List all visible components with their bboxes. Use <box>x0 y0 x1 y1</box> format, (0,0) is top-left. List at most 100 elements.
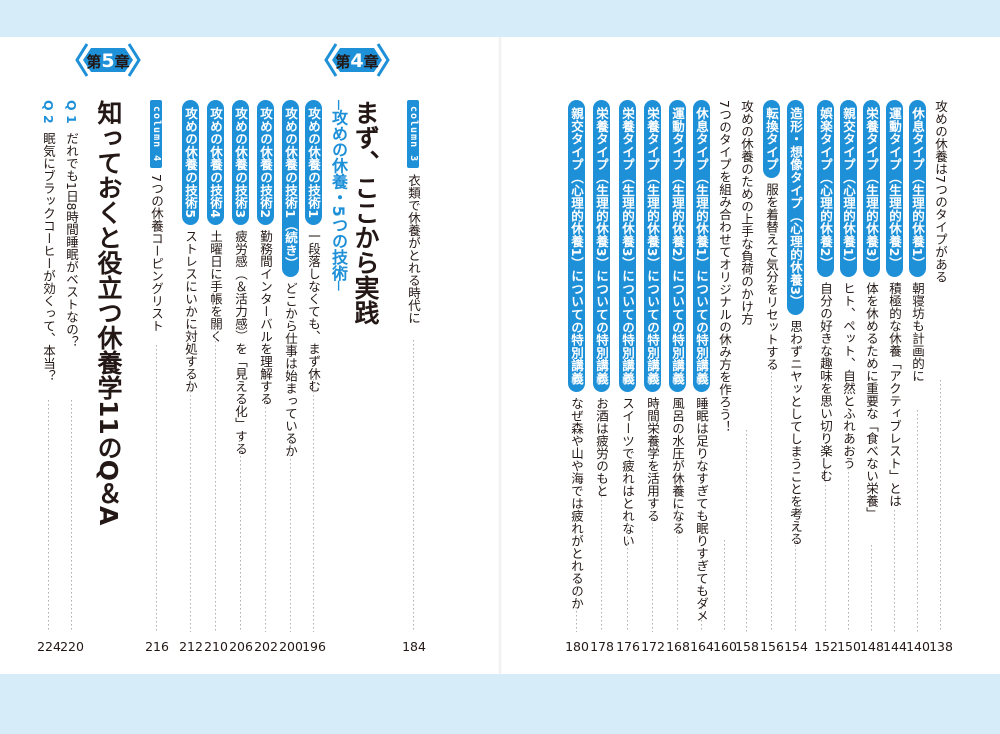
toc-entry-text: どこから仕事は始まっているか <box>283 281 298 457</box>
technique-badge: 攻めの休養の技術1（続き） <box>282 100 299 277</box>
type-badge: 親交タイプ（心理的休養1）についての特別講義 <box>568 100 585 392</box>
toc-entry-text: 時間栄養学を活用する <box>645 396 660 522</box>
toc-entry-text: 7つのタイプを組み合わせてオリジナルの休み方を作ろう！ <box>717 100 732 433</box>
toc-entry-text: 攻めの休養は7つのタイプがある <box>933 100 948 283</box>
question-number: Q 2 <box>41 100 56 124</box>
page-number: 150 <box>837 639 861 654</box>
page-number: 148 <box>860 639 884 654</box>
bottom-band <box>0 674 1000 734</box>
column-entry: column 4 7つの休養コーピングリスト <box>148 100 165 332</box>
book-gutter <box>498 37 502 674</box>
leader-dots <box>825 465 826 632</box>
leader-dots <box>313 375 314 632</box>
page-number: 164 <box>690 639 714 654</box>
chapter-5-label: 第5章 <box>73 40 143 80</box>
column-entry: column 3 衣類で休養がとれる時代に <box>405 100 422 324</box>
toc-entry-text: スイーツで疲れはとれない <box>620 396 635 547</box>
leader-dots <box>601 480 602 632</box>
toc-entry-text: ヒト、ペット、自然とふれあおう <box>841 281 856 470</box>
type-badge: 運動タイプ（生理的休養2）についての特別講義 <box>669 100 686 392</box>
toc-entry-text: 思わずニヤッとしてしまうことを考える <box>788 320 803 545</box>
chapter-ribbon-icon <box>324 43 390 77</box>
page-number: 184 <box>402 639 426 654</box>
page-number: 158 <box>735 639 759 654</box>
type-badge: 栄養タイプ（生理的休養3）についての特別講義 <box>619 100 636 392</box>
page-number: 178 <box>590 639 614 654</box>
type-badge: 転換タイプ <box>763 100 780 178</box>
toc-entry-text: 勤務間インターバルを理解する <box>258 230 273 406</box>
toc-entry: 栄養タイプ（生理的休養3）についての特別講義時間栄養学を活用する <box>644 100 661 522</box>
column-entry-text: 衣類で休養がとれる時代に <box>406 174 421 325</box>
page-number: 144 <box>883 639 907 654</box>
leader-dots <box>240 440 241 632</box>
page-number: 154 <box>784 639 808 654</box>
chapter-title: まず、ここから実践 <box>351 100 380 325</box>
page-number: 172 <box>641 639 665 654</box>
page-number: 140 <box>906 639 930 654</box>
leader-dots <box>746 430 747 632</box>
toc-entry: 攻めの休養の技術5 ストレスにいかに対処するか <box>182 100 199 393</box>
page-number: 210 <box>204 639 228 654</box>
type-badge: 休息タイプ（生理的休養1） <box>909 100 926 277</box>
toc-entry: 運動タイプ（生理的休養2）についての特別講義風呂の水圧が休養になる <box>669 100 686 534</box>
leader-dots <box>940 380 941 632</box>
question-text: だれでも1日8時間睡眠がベストなの？ <box>64 131 79 348</box>
type-badge: 運動タイプ（生理的休養2） <box>886 100 903 277</box>
toc-entry: 攻めの休養は7つのタイプがある <box>932 100 949 283</box>
toc-entry-text: 朝寝坊も計画的に <box>910 281 925 382</box>
toc-entry-text: 睡眠は足りなすぎても眠りすぎてもダメ <box>694 396 709 622</box>
page-number: 138 <box>929 639 953 654</box>
leader-dots <box>701 600 702 632</box>
leader-dots <box>894 510 895 632</box>
page-number: 168 <box>666 639 690 654</box>
chapter-number: 第4章 <box>335 50 379 72</box>
toc-entry: 休息タイプ（生理的休養1） 朝寝坊も計画的に <box>909 100 926 382</box>
toc-entry-text: 自分の好きな趣味を思い切り楽しむ <box>818 281 833 482</box>
toc-entry-text: 疲労感（＆活力感）を「見える化」する <box>233 230 248 456</box>
column-entry-text: 7つの休養コーピングリスト <box>149 174 164 333</box>
type-badge: 栄養タイプ（生理的休養3）についての特別講義 <box>593 100 610 392</box>
toc-entry-text: 風呂の水圧が休養になる <box>670 396 685 535</box>
page-number: 216 <box>145 639 169 654</box>
leader-dots <box>627 520 628 632</box>
leader-dots <box>156 345 157 632</box>
toc-entry: 攻めの休養の技術4 土曜日に手帳を開く <box>207 100 224 343</box>
toc-entry-text: ストレスにいかに対処するか <box>183 230 198 393</box>
toc-entry: 攻めの休養の技術3 疲労感（＆活力感）を「見える化」する <box>232 100 249 455</box>
leader-dots <box>576 575 577 632</box>
leader-dots <box>190 375 191 632</box>
type-badge: 親交タイプ（心理的休養1） <box>840 100 857 277</box>
page-number: 212 <box>179 639 203 654</box>
toc-entry: 栄養タイプ（生理的休養3）についての特別講義お酒は疲労のもと <box>593 100 610 497</box>
toc-entry: 攻めの休養の技術2 勤務間インターバルを理解する <box>257 100 274 405</box>
leader-dots <box>413 340 414 632</box>
toc-entry-text: 体を休めるために重要な「食べない栄養」 <box>864 281 879 520</box>
toc-entry: 栄養タイプ（生理的休養3）についての特別講義スイーツで疲れはとれない <box>619 100 636 547</box>
technique-badge: 攻めの休養の技術2 <box>257 100 274 226</box>
chapter-title: 知っておくと役立つ休養学11のQ＆A <box>94 100 123 526</box>
page-number: 200 <box>279 639 303 654</box>
technique-badge: 攻めの休養の技術4 <box>207 100 224 226</box>
chapter-ribbon-icon <box>75 43 141 77</box>
toc-entry: 運動タイプ（生理的休養2） 積極的な休養「アクティブレスト」とは <box>886 100 903 507</box>
toc-entry: 娯楽タイプ（心理的休養2） 自分の好きな趣味を思い切り楽しむ <box>817 100 834 482</box>
page-number: 156 <box>760 639 784 654</box>
toc-entry: 親交タイプ（心理的休養1） ヒト、ペット、自然とふれあおう <box>840 100 857 469</box>
column-label: column 4 <box>150 100 162 169</box>
toc-entry-text: 服を着替えて気分をリセットする <box>764 183 779 371</box>
technique-badge: 攻めの休養の技術5 <box>182 100 199 226</box>
leader-dots <box>871 545 872 632</box>
page-number: 224 <box>37 639 61 654</box>
question-text: 眠気にブラックコーヒーが効くって、本当？ <box>41 131 56 382</box>
type-badge: 造形・想像タイプ（心理的休養3） <box>787 100 804 315</box>
column-label: column 3 <box>407 100 419 169</box>
leader-dots <box>71 400 72 632</box>
toc-entry: 転換タイプ服を着替えて気分をリセットする <box>763 100 780 371</box>
page-number: 180 <box>565 639 589 654</box>
toc-entry: 攻めの休養の技術1（続き） どこから仕事は始まっているか <box>282 100 299 457</box>
chapter-4-label: 第4章 <box>322 40 392 80</box>
chapter-number: 第5章 <box>86 50 130 72</box>
page-number: 206 <box>229 639 253 654</box>
toc-entry: 攻めの休養の技術1 一段落しなくても、まず休む <box>305 100 322 393</box>
toc-entry: 休息タイプ（生理的休養1）についての特別講義睡眠は足りなすぎても眠りすぎてもダメ <box>693 100 710 622</box>
